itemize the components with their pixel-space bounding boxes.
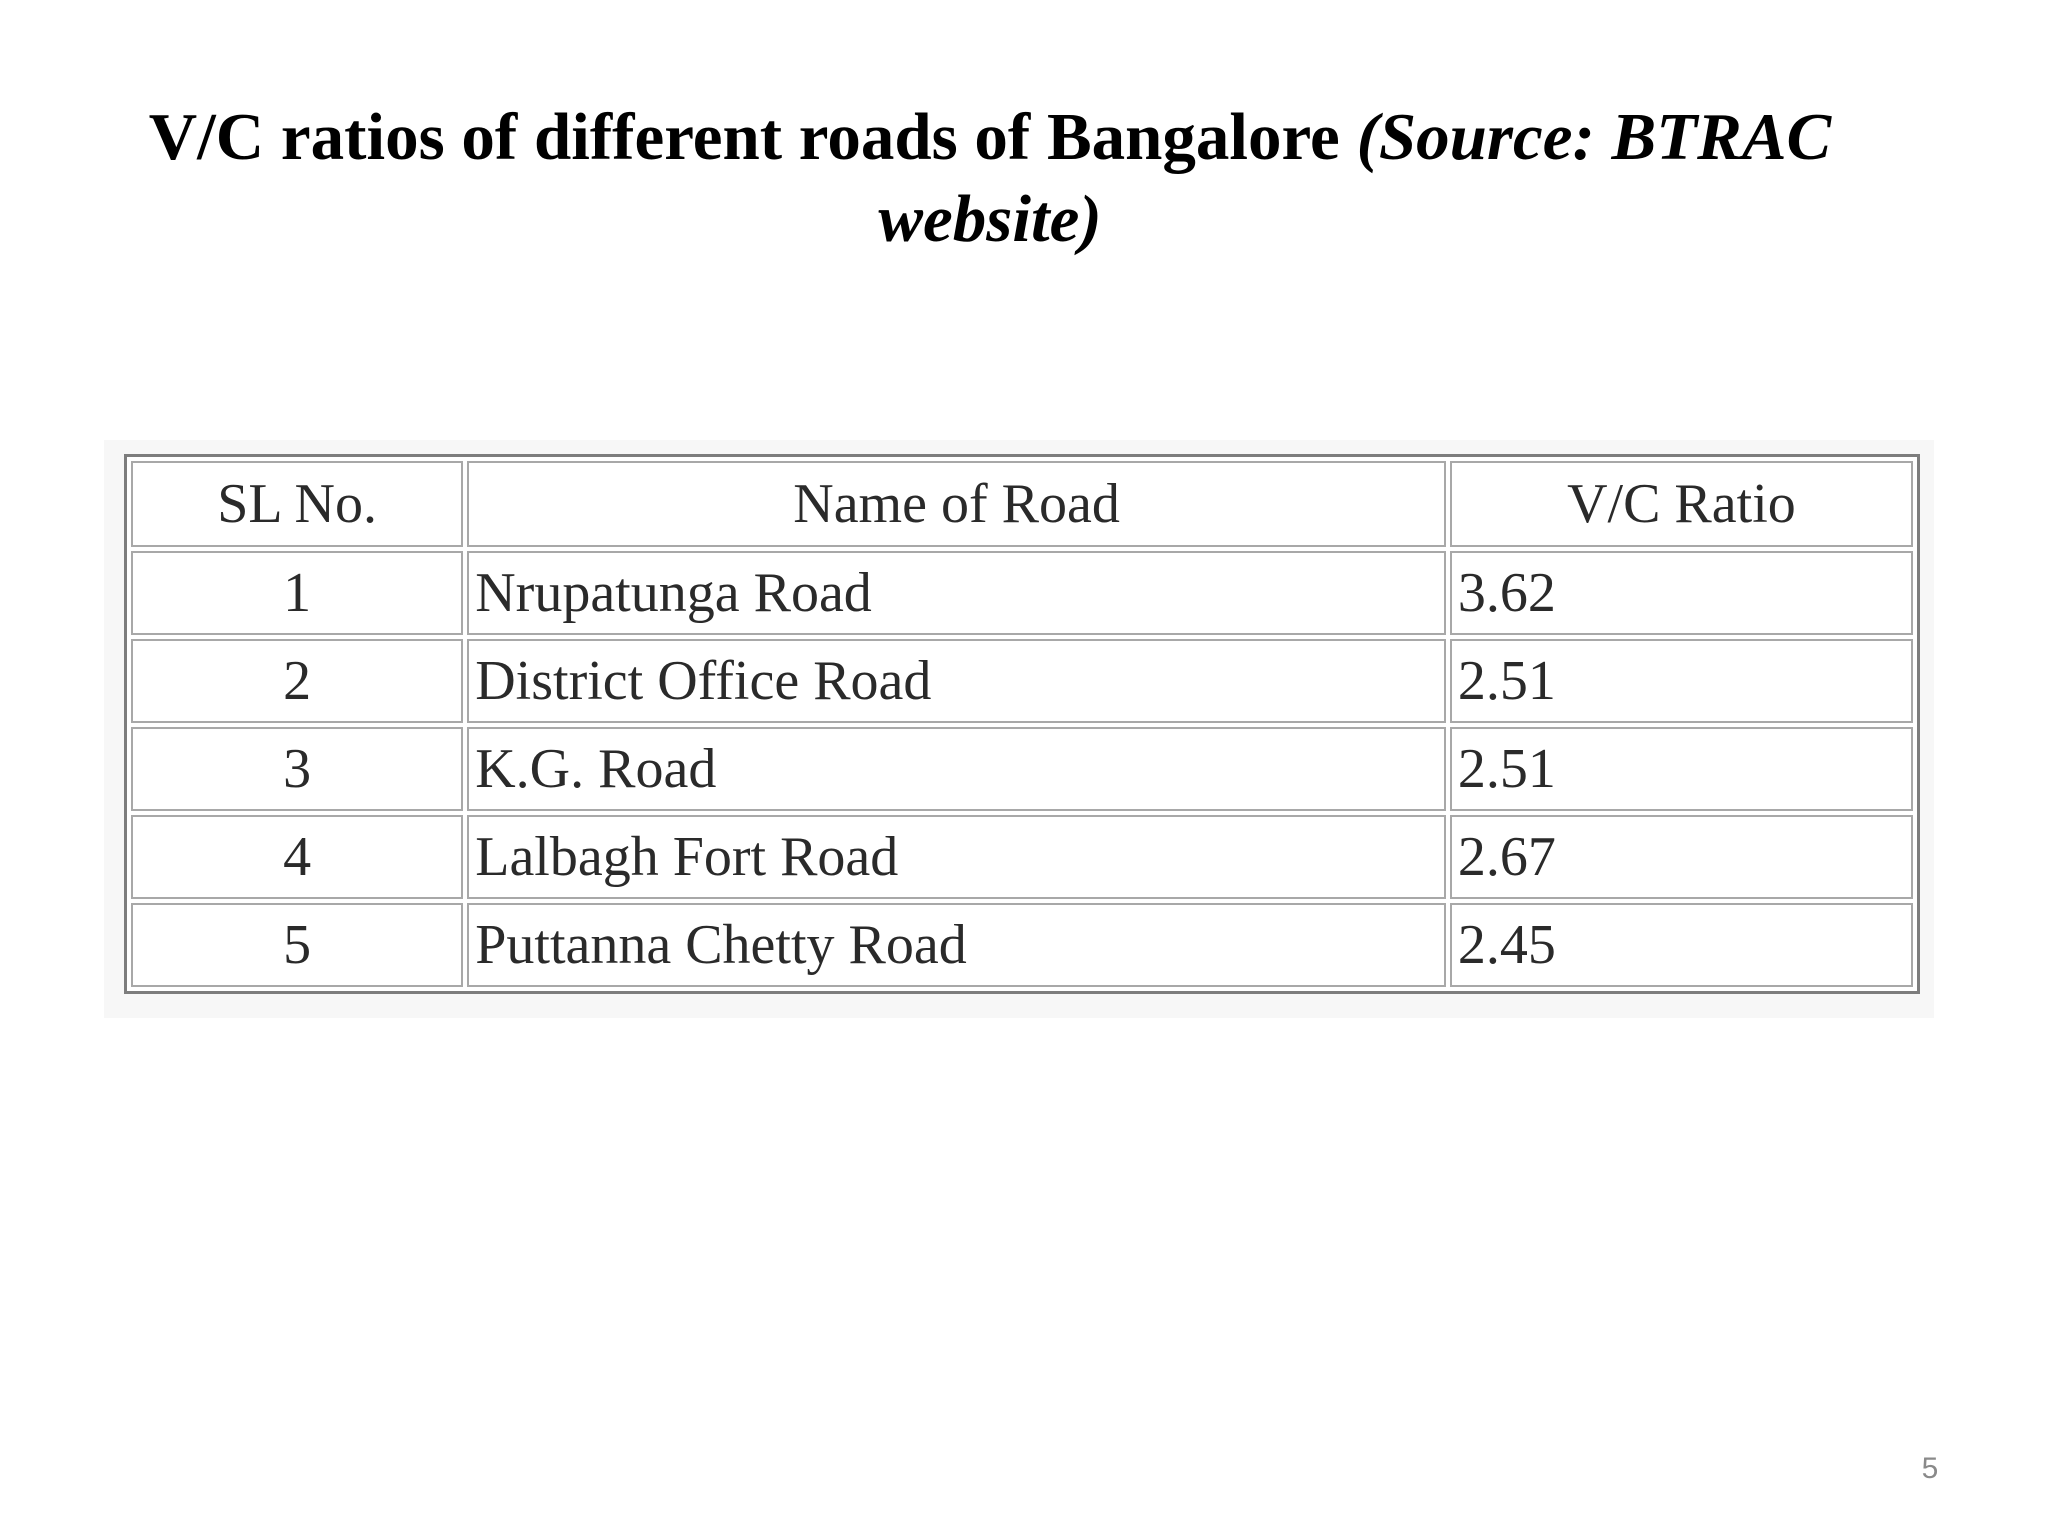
- cell-sl-no: 1: [131, 551, 464, 635]
- page-number: 5: [1921, 1452, 1939, 1485]
- cell-vc-ratio: 2.51: [1449, 727, 1913, 811]
- cell-sl-no: 2: [131, 639, 464, 723]
- table-header-row: SL No. Name of Road V/C Ratio: [131, 461, 1913, 547]
- table-row: 5 Puttanna Chetty Road 2.45: [131, 903, 1913, 987]
- table-row: 2 District Office Road 2.51: [131, 639, 1913, 723]
- title-source-text: (Source: BTRAC website): [878, 100, 1832, 256]
- header-name-of-road: Name of Road: [467, 461, 1446, 547]
- table-row: 3 K.G. Road 2.51: [131, 727, 1913, 811]
- slide-title: V/C ratios of different roads of Bangalo…: [120, 96, 1860, 260]
- table-row: 1 Nrupatunga Road 3.62: [131, 551, 1913, 635]
- cell-road-name: District Office Road: [467, 639, 1446, 723]
- cell-vc-ratio: 2.45: [1449, 903, 1913, 987]
- cell-road-name: Nrupatunga Road: [467, 551, 1446, 635]
- header-vc-ratio: V/C Ratio: [1449, 461, 1913, 547]
- cell-vc-ratio: 3.62: [1449, 551, 1913, 635]
- table-row: 4 Lalbagh Fort Road 2.67: [131, 815, 1913, 899]
- vc-ratio-table: SL No. Name of Road V/C Ratio 1 Nrupatun…: [124, 454, 1920, 994]
- table-image: SL No. Name of Road V/C Ratio 1 Nrupatun…: [104, 440, 1934, 1018]
- header-sl-no: SL No.: [131, 461, 464, 547]
- cell-road-name: Puttanna Chetty Road: [467, 903, 1446, 987]
- cell-sl-no: 4: [131, 815, 464, 899]
- cell-vc-ratio: 2.67: [1449, 815, 1913, 899]
- cell-road-name: K.G. Road: [467, 727, 1446, 811]
- cell-vc-ratio: 2.51: [1449, 639, 1913, 723]
- cell-sl-no: 3: [131, 727, 464, 811]
- cell-sl-no: 5: [131, 903, 464, 987]
- title-main-text: V/C ratios of different roads of Bangalo…: [148, 100, 1357, 174]
- cell-road-name: Lalbagh Fort Road: [467, 815, 1446, 899]
